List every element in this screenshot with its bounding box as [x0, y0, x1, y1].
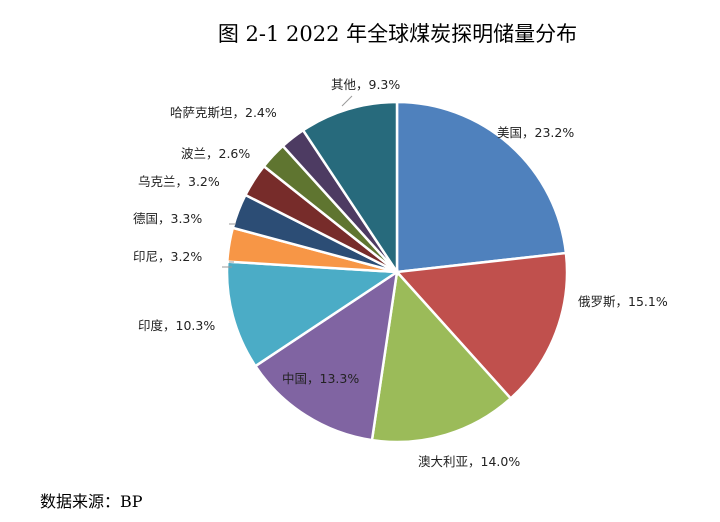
- data-label: 哈萨克斯坦，2.4%: [170, 105, 277, 120]
- data-label: 澳大利亚，14.0%: [418, 454, 520, 469]
- data-label: 中国，13.3%: [282, 371, 359, 386]
- data-label: 俄罗斯，15.1%: [578, 294, 668, 309]
- pie-slice-3: [370, 269, 513, 444]
- pie-slice-11: [301, 100, 399, 277]
- pie-slice-1: [395, 100, 568, 274]
- pie-slice-4: [253, 269, 399, 442]
- data-label: 印度，10.3%: [138, 318, 215, 333]
- data-label: 乌克兰，3.2%: [138, 174, 220, 189]
- data-label: 印尼，3.2%: [133, 249, 202, 264]
- leader-line: [341, 95, 353, 107]
- data-label: 美国，23.2%: [497, 125, 574, 140]
- data-label: 德国，3.3%: [133, 211, 202, 226]
- data-source: 数据来源：BP: [40, 492, 143, 511]
- data-label: 其他，9.3%: [331, 77, 400, 92]
- chart-title: 图 2-1 2022 年全球煤炭探明储量分布: [217, 22, 578, 46]
- pie-slice-2: [394, 251, 569, 401]
- data-label: 波兰，2.6%: [181, 146, 250, 161]
